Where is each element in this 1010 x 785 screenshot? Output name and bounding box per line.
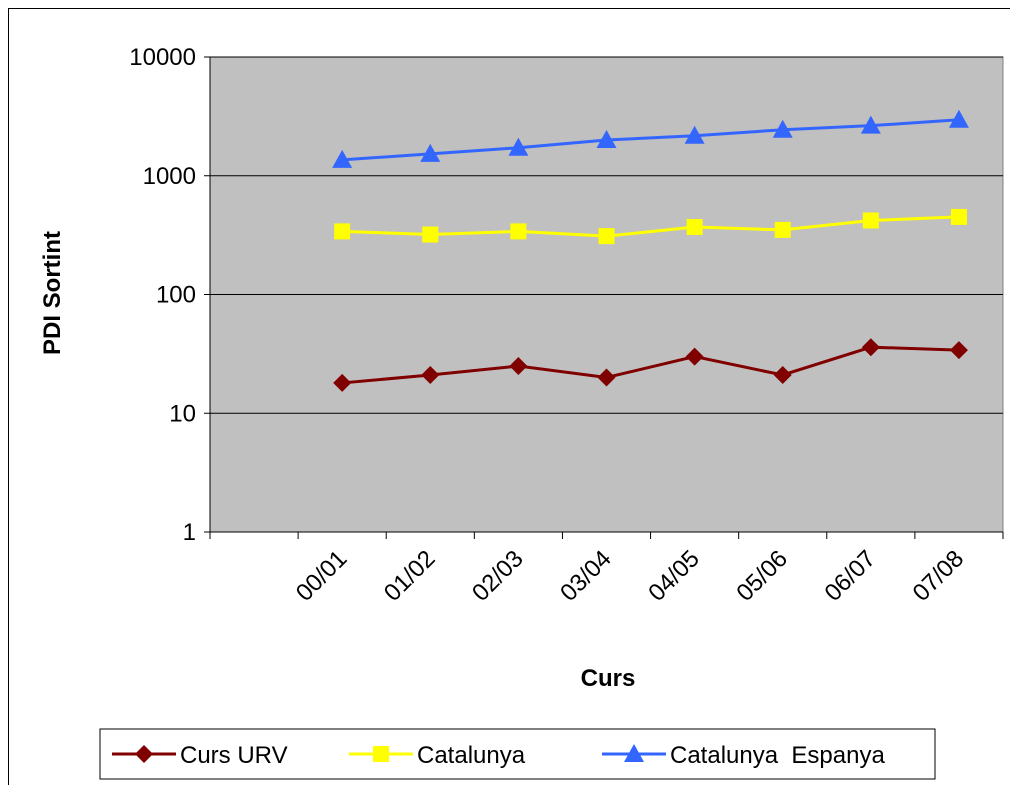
legend	[99, 728, 936, 780]
legend-label: Curs URV	[180, 742, 288, 769]
series-line	[342, 215, 960, 238]
marker	[861, 338, 880, 357]
marker	[597, 368, 616, 387]
marker	[333, 373, 352, 392]
marker	[598, 228, 615, 245]
y-tick-label: 1	[183, 519, 196, 546]
legend-label: Catalunya Espanya	[670, 742, 885, 769]
series-line	[342, 118, 960, 162]
marker	[332, 149, 353, 168]
marker	[686, 219, 703, 236]
y-axis-title: PDI Sortint	[39, 231, 66, 355]
marker	[510, 223, 527, 240]
y-tick-label: 10000	[129, 44, 196, 71]
y-tick-label: 10	[169, 400, 196, 427]
y-tick-label: 1000	[143, 163, 196, 190]
marker	[772, 119, 793, 138]
marker	[773, 365, 792, 384]
marker	[948, 109, 969, 128]
marker	[421, 365, 440, 384]
y-tick-label: 100	[156, 282, 196, 309]
marker	[774, 221, 791, 238]
marker	[508, 137, 529, 156]
x-axis-title: Curs	[581, 665, 636, 692]
marker	[949, 341, 968, 360]
marker	[685, 347, 704, 366]
legend-label: Catalunya	[417, 742, 526, 769]
marker	[624, 744, 644, 762]
marker	[862, 212, 879, 229]
marker	[509, 356, 528, 375]
marker	[420, 143, 441, 162]
marker	[373, 746, 389, 762]
marker	[860, 115, 881, 134]
marker	[135, 745, 153, 763]
marker	[422, 226, 439, 243]
marker	[334, 223, 351, 240]
marker	[950, 208, 967, 225]
marker	[596, 130, 617, 149]
marker	[684, 125, 705, 144]
series-line	[342, 345, 959, 385]
